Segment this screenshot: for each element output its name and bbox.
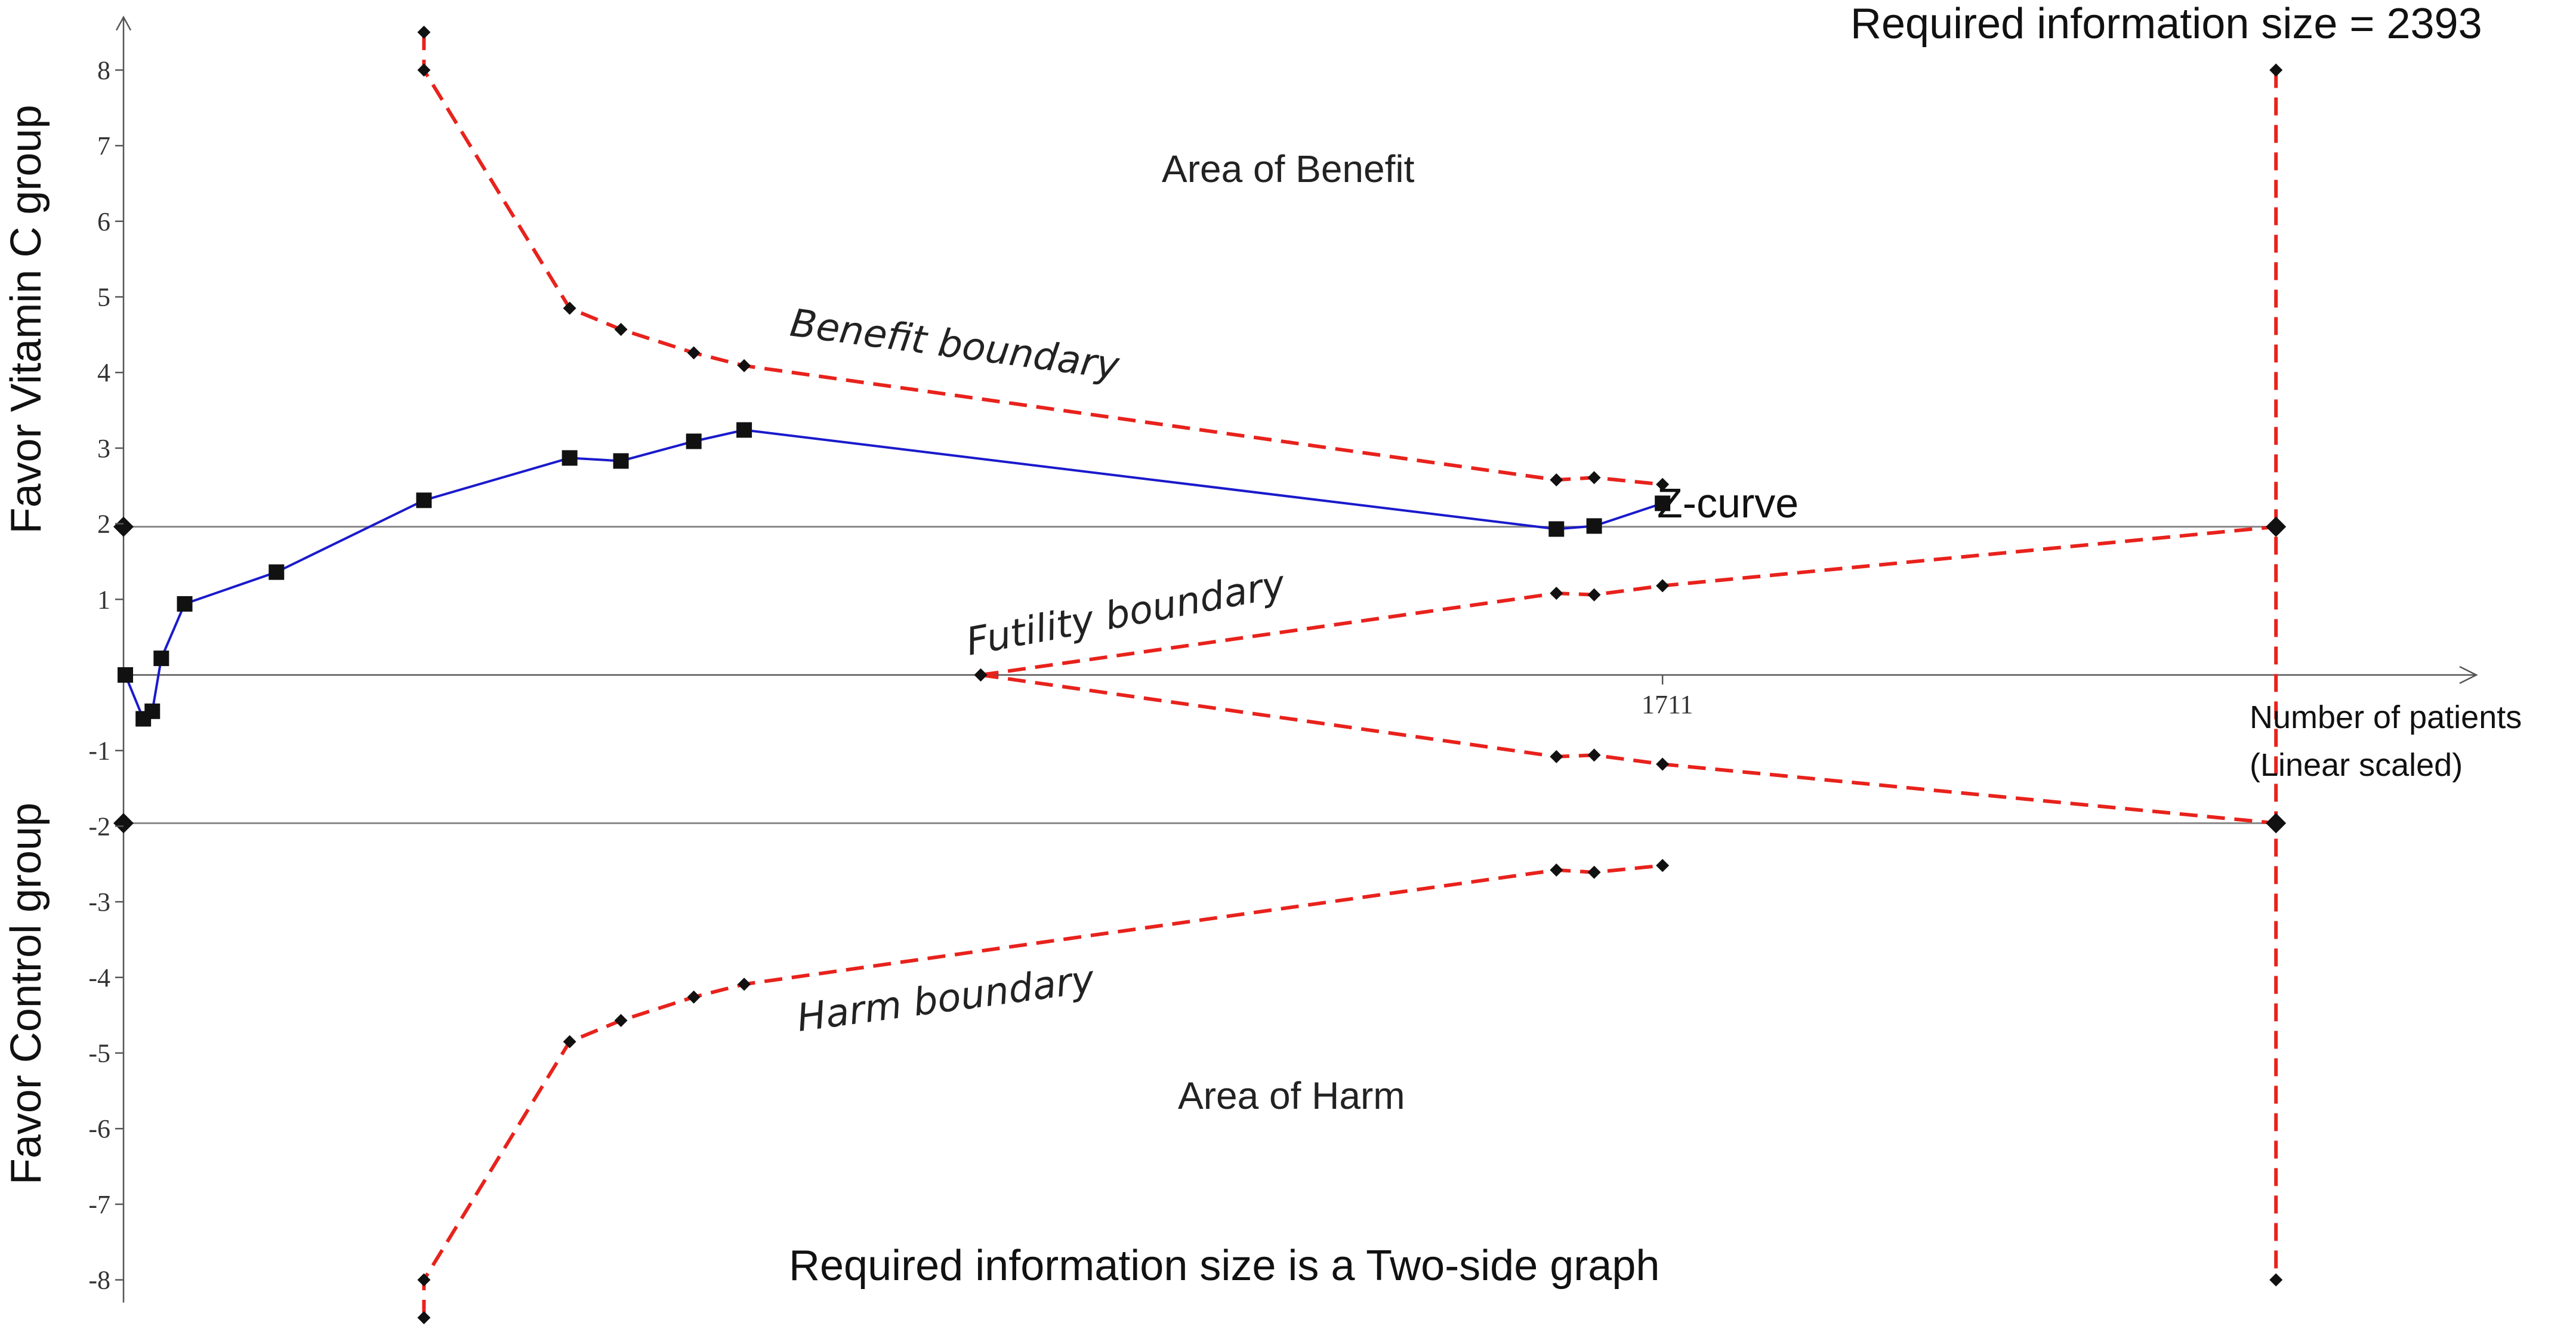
z-curve-label: Z-curve (1657, 480, 1798, 526)
z-curve-point (1586, 518, 1602, 534)
harm-boundary-point (1550, 863, 1563, 877)
futility-boundary-upper-point (1587, 588, 1601, 602)
z-curve-point (177, 596, 193, 612)
y-tick-label: -8 (88, 1266, 110, 1295)
benefit-boundary-point (614, 322, 628, 336)
chart-subtitle: Required information size is a Two-side … (789, 1242, 1659, 1290)
y-tick-labels: -8 -7 -6 -5 -4 -3 -2 -1 1 2 3 4 5 6 7 8 (88, 56, 124, 1295)
harm-boundary-point (738, 978, 751, 991)
benefit-boundary-point (687, 346, 701, 360)
axes (115, 16, 2478, 1303)
benefit-boundary-point (738, 359, 751, 372)
futility-boundary-upper-point (1550, 587, 1563, 600)
harm-boundary-point (563, 1035, 576, 1049)
z-curve-point (144, 703, 161, 719)
harm-boundary-point (614, 1014, 628, 1028)
z-curve-line (124, 428, 1663, 721)
harm-boundary-point (1587, 865, 1601, 879)
y-axis-label-lower: Favor Control group (2, 803, 50, 1185)
x-tick-label-1711: 1711 (1642, 690, 1693, 719)
area-harm-label: Area of Harm (1178, 1074, 1405, 1117)
benefit-boundary-point (417, 63, 431, 77)
z-curve-point (613, 453, 629, 469)
y-tick-label: 7 (97, 131, 110, 161)
z-curve (118, 422, 1671, 727)
x-axis-label-line1: Number of patients (2250, 699, 2522, 735)
benefit-boundary-point (563, 301, 576, 315)
z-curve-point (686, 433, 702, 449)
chart-title: Required information size = 2393 (1850, 0, 2482, 48)
x-axis-arrow (2459, 665, 2478, 685)
z-curve-point (269, 564, 285, 580)
harm-boundary-label: Harm boundary (794, 957, 1097, 1041)
significance-lines (113, 516, 2276, 834)
y-tick-label: -3 (88, 887, 110, 917)
z-curve-point (153, 650, 169, 667)
area-benefit-label: Area of Benefit (1162, 147, 1415, 190)
futility-boundary-lower-line (980, 673, 2276, 825)
required-information-size-line-point (2269, 63, 2283, 77)
boundary-lines (417, 26, 2287, 1324)
futility-boundary-lower-point (1587, 748, 1601, 762)
required-information-size-line-point (2269, 1273, 2283, 1287)
y-tick-label: 2 (97, 510, 110, 539)
y-tick-label: 1 (97, 585, 110, 614)
significance-marker (113, 813, 134, 834)
z-curve-point (1655, 495, 1671, 511)
harm-boundary-point (687, 990, 701, 1004)
futility-boundary-upper-point (1656, 579, 1670, 593)
required-information-size-line-point (2266, 516, 2287, 537)
harm-boundary-point (417, 1311, 431, 1324)
z-curve-point (562, 450, 578, 466)
harm-boundary-point (1656, 859, 1670, 872)
y-axis-arrow (115, 16, 132, 31)
futility-boundary-lower-point (974, 668, 988, 682)
y-tick-label: 4 (97, 358, 110, 387)
benefit-boundary-point (1587, 471, 1601, 485)
benefit-boundary-line (422, 32, 1663, 486)
z-curve-point (416, 492, 432, 508)
y-tick-label: 5 (97, 283, 110, 312)
y-tick-label: -4 (88, 963, 110, 992)
y-tick-label: 6 (97, 207, 110, 236)
z-curve-point (1548, 521, 1565, 537)
y-tick-label: -6 (88, 1114, 110, 1143)
benefit-boundary-point (1656, 477, 1670, 491)
required-information-size-line-point (2266, 813, 2287, 834)
futility-boundary-label: Futility boundary (962, 562, 1289, 665)
x-axis-label-line2: (Linear scaled) (2250, 747, 2463, 783)
harm-boundary-point (417, 1273, 431, 1287)
benefit-boundary-label: Benefit boundary (788, 301, 1122, 389)
futility-boundary-lower-point (1656, 757, 1670, 771)
y-tick-label: 8 (97, 56, 110, 85)
significance-marker (113, 516, 134, 537)
z-curve-point (118, 667, 134, 683)
futility-boundary-lower-point (1550, 750, 1563, 763)
benefit-boundary-point (1550, 473, 1563, 487)
y-tick-label: 3 (97, 434, 110, 463)
y-tick-label: -2 (88, 812, 110, 841)
benefit-boundary-point (417, 26, 431, 39)
y-tick-label: -7 (88, 1190, 110, 1219)
z-curve-point (736, 422, 752, 438)
y-tick-label: -5 (88, 1039, 110, 1068)
y-tick-label: -1 (88, 736, 110, 766)
y-axis-label-upper: Favor Vitamin C group (2, 105, 50, 534)
